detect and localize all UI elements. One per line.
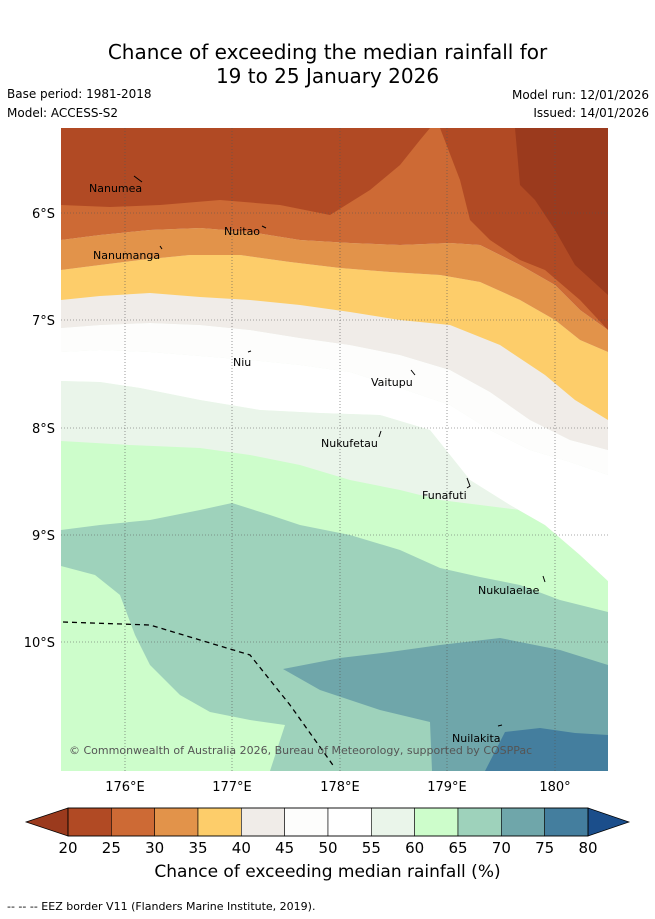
colorbar-tick-labels: 20 25 30 35 40 45 50 55 60 65 70 75 80 [58,839,597,857]
lon-tick-label: 178°E [320,780,360,795]
colorbar-segment [284,807,329,837]
colorbar-segment [544,807,589,837]
colorbar-segment [197,807,242,837]
colorbar-tick-label: 75 [535,839,554,857]
colorbar-under-arrow [24,807,69,837]
colorbar-tick-label: 25 [102,839,121,857]
band-30-35 [61,228,608,352]
colorbar-segment [154,807,199,837]
lat-tick-label: 8°S [32,422,55,437]
band-55-60-b [61,381,608,581]
band-35-40 [61,255,608,420]
lat-tick-label: 10°S [24,636,55,651]
band-under-20 [515,128,608,295]
island-label-funafuti: Funafuti [422,489,467,502]
colorbar-tick-label: 60 [405,839,424,857]
colorbar-tick-label: 65 [448,839,467,857]
lat-tick-label: 6°S [32,207,55,222]
island-shapes [133,175,546,727]
colorbar-tick-label: 30 [145,839,164,857]
band-60-65-southwest [61,566,285,771]
island-label-nuitao: Nuitao [224,225,260,238]
map-title: Chance of exceeding the median rainfall … [0,40,655,88]
colorbar-segment [457,807,502,837]
island-label-niu: Niu [233,356,251,369]
colorbar-title: Chance of exceeding median rainfall (%) [154,862,501,882]
island-label-nukulaelae: Nukulaelae [478,584,540,597]
island-label-nukufetau: Nukufetau [321,437,378,450]
model-name: Model: ACCESS-S2 [7,106,119,120]
colorbar-segment [67,807,112,837]
longitude-grid [124,128,556,771]
colorbar-segment [241,807,285,837]
colorbar-tick-label: 20 [58,839,77,857]
band-50-55 [61,350,608,581]
lat-tick-label: 7°S [32,314,55,329]
colorbar-segment [501,807,545,837]
eez-border-line [62,621,336,769]
island-label-nuilakita: Nuilakita [452,732,501,745]
copyright-notice: © Commonwealth of Australia 2026, Bureau… [69,744,532,757]
colorbar-tick-label: 70 [492,839,511,857]
colorbar-segment [327,807,372,837]
colorbar-segment [371,807,415,837]
colorbar-tick-label: 50 [318,839,337,857]
island-label-nanumea: Nanumea [89,182,142,195]
lon-tick-label: 179°E [427,780,467,795]
rainfall-probability-map: Nanumea Nuitao Nanumanga Niu Vaitupu Nuk… [61,128,608,771]
latitude-grid [61,212,608,643]
colorbar-segment [414,807,459,837]
lon-tick-label: 180° [539,780,570,795]
colorbar-tick-label: 40 [232,839,251,857]
base-period: Base period: 1981-2018 [7,87,152,101]
colorbar-tick-label: 80 [578,839,597,857]
island-label-nanumanga: Nanumanga [93,249,160,262]
colorbar-tick-label: 35 [188,839,207,857]
colorbar: 20 25 30 35 40 45 50 55 60 65 70 75 80 [24,807,631,857]
colorbar-frame [67,807,589,837]
band-20-25 [61,128,430,215]
issued-date: Issued: 14/01/2026 [533,106,649,120]
island-label-vaitupu: Vaitupu [371,376,413,389]
lon-tick-label: 176°E [105,780,145,795]
lat-tick-label: 9°S [32,529,55,544]
colorbar-segment [111,807,155,837]
title-line-1: Chance of exceeding the median rainfall … [107,40,548,64]
title-line-2: 19 to 25 January 2026 [215,64,440,88]
colorbar-over-arrow [587,807,631,837]
colorbar-tick-label: 55 [362,839,381,857]
model-run: Model run: 12/01/2026 [511,88,649,102]
colorbar-tick-label: 45 [275,839,294,857]
colorbar-segments [67,807,589,837]
lon-tick-label: 177°E [212,780,252,795]
band-40-45 [61,293,608,450]
band-45-50 [61,323,608,475]
eez-legend-note: -- -- -- EEZ border V11 (Flanders Marine… [7,900,316,913]
